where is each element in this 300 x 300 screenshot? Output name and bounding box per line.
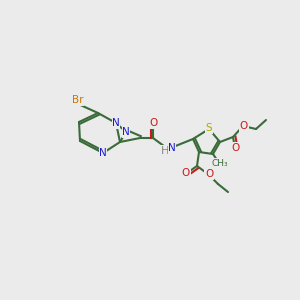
Text: N: N	[122, 127, 130, 137]
Text: S: S	[206, 123, 212, 133]
Text: H: H	[161, 146, 169, 156]
Text: O: O	[149, 118, 157, 128]
Text: O: O	[232, 143, 240, 153]
Text: CH₃: CH₃	[212, 158, 228, 167]
Text: N: N	[112, 118, 120, 128]
Text: N: N	[168, 143, 176, 153]
Text: N: N	[99, 148, 107, 158]
Text: O: O	[240, 121, 248, 131]
Text: Br: Br	[72, 95, 84, 105]
Text: O: O	[205, 169, 213, 179]
Text: O: O	[182, 168, 190, 178]
